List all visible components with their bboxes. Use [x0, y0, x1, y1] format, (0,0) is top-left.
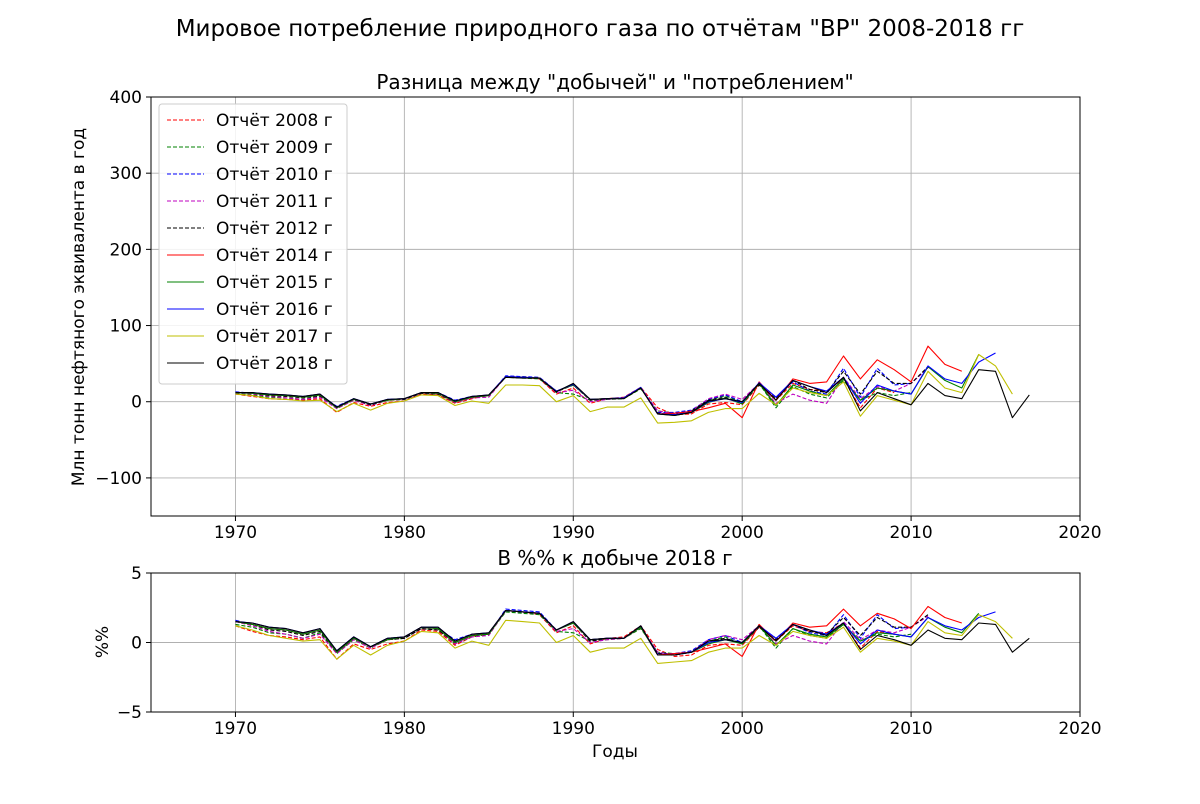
- bottom-grid: [151, 572, 1081, 713]
- top-legend-label-7: Отчёт 2016 г: [216, 300, 333, 320]
- bottom-axes: В %% к добыче 2018 г %% Годы 1970 1980 199…: [93, 546, 1102, 762]
- top-legend: Отчёт 2008 г Отчёт 2009 г Отчёт 2010 г Отчё…: [158, 103, 348, 385]
- top-axes: Разница между "добычей" и "потреблением"…: [69, 70, 1102, 543]
- top-series-line-8: [235, 353, 1013, 424]
- top-legend-label-1: Отчёт 2009 г: [216, 138, 333, 158]
- top-y-tick-label-5: 400: [110, 88, 142, 108]
- bottom-x-tick-label-3: 2000: [721, 719, 764, 739]
- top-legend-label-0: Отчёт 2008 г: [216, 111, 333, 131]
- top-x-tick-label-5: 2020: [1058, 523, 1101, 543]
- top-chart-title: Разница между "добычей" и "потреблением": [376, 70, 853, 94]
- bottom-y-tick-label-2: 5: [131, 564, 142, 584]
- top-y-tick-label-3: 200: [110, 240, 142, 260]
- bottom-x-tick-label-0: 1970: [214, 719, 257, 739]
- bottom-ticks: 1970 1980 1990 2000 2010 2020 −5 0 5: [117, 564, 1102, 739]
- top-y-tick-label-0: −100: [95, 469, 142, 489]
- figure-suptitle: Мировое потребление природного газа по о…: [176, 16, 1025, 42]
- top-legend-label-9: Отчёт 2018 г: [216, 354, 333, 374]
- top-y-tick-label-2: 100: [110, 317, 142, 337]
- top-x-tick-label-3: 2000: [721, 523, 764, 543]
- bottom-series-line-8: [235, 614, 1013, 664]
- top-y-tick-label-4: 300: [110, 164, 142, 184]
- bottom-y-tick-label-1: 0: [131, 634, 142, 654]
- top-x-tick-label-0: 1970: [214, 523, 257, 543]
- bottom-x-tick-label-1: 1980: [383, 719, 426, 739]
- top-legend-frame: [158, 103, 348, 385]
- top-x-tick-label-2: 1990: [552, 523, 595, 543]
- bottom-y-tick-label-0: −5: [117, 703, 142, 723]
- top-legend-label-6: Отчёт 2015 г: [216, 273, 333, 293]
- bottom-series-group: [235, 605, 1030, 664]
- top-series-line-9: [235, 369, 1030, 419]
- top-x-tick-label-4: 2010: [889, 523, 932, 543]
- top-y-axis-label: Млн тонн нефтяного эквивалента в год: [69, 128, 89, 486]
- top-series-group: [235, 345, 1030, 424]
- bottom-y-axis-label: %%: [93, 626, 113, 658]
- bottom-chart-title: В %% к добыче 2018 г: [497, 546, 732, 570]
- bottom-x-axis-label: Годы: [592, 742, 638, 762]
- bottom-series-line-9: [235, 609, 1030, 656]
- top-ticks: 1970 1980 1990 2000 2010 2020 −100 0 100 200 300 40…: [95, 88, 1101, 543]
- top-y-tick-label-1: 0: [131, 393, 142, 413]
- bottom-x-tick-label-2: 1990: [552, 719, 595, 739]
- top-legend-label-2: Отчёт 2010 г: [216, 165, 333, 185]
- top-legend-label-4: Отчёт 2012 г: [216, 219, 333, 239]
- top-x-tick-label-1: 1980: [383, 523, 426, 543]
- top-axes-frame: [150, 96, 1081, 517]
- top-legend-label-3: Отчёт 2011 г: [216, 192, 333, 212]
- bottom-x-tick-label-4: 2010: [889, 719, 932, 739]
- bottom-series-line-0: [235, 609, 895, 660]
- top-legend-label-5: Отчёт 2014 г: [216, 246, 333, 266]
- top-series-line-1: [235, 376, 912, 414]
- bottom-x-tick-label-5: 2020: [1058, 719, 1101, 739]
- top-legend-label-8: Отчёт 2017 г: [216, 327, 333, 347]
- bottom-series-line-3: [235, 609, 929, 656]
- top-series-line-3: [235, 367, 929, 415]
